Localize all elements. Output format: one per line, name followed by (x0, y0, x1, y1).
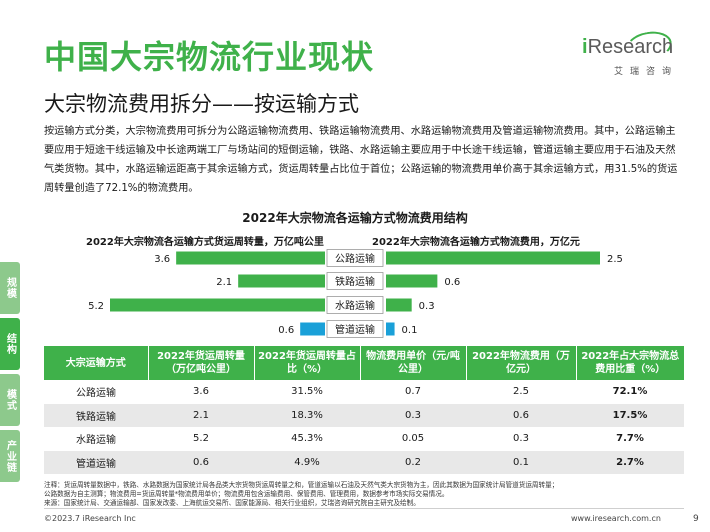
page-number: 9 (693, 514, 699, 524)
side-tab-structure[interactable]: 结构 (0, 318, 20, 370)
footer-website[interactable]: www.iresearch.com.cn (571, 514, 661, 523)
footer-divider (44, 508, 684, 509)
table-row: 管道运输 0.6 4.9% 0.2 0.1 2.7% (44, 450, 684, 474)
category-label-box (326, 272, 384, 290)
table-cell: 0.1 (466, 450, 576, 474)
left-bar (110, 298, 325, 312)
table-cell: 0.6 (466, 403, 576, 427)
note-line: 注释：货运周转量数据中，铁路、水路数据为国家统计局各品类大宗货物货运周转量之和，… (44, 481, 559, 489)
right-bar-value-label: 0.6 (444, 277, 460, 288)
table-cell: 72.1% (576, 380, 684, 404)
table-cell: 45.3% (254, 427, 360, 451)
table-cell: 0.05 (360, 427, 466, 451)
right-bar (386, 274, 438, 288)
table-header-row: 大宗运输方式 2022年货运周转量（万亿吨公里） 2022年货运周转量占比（%）… (44, 346, 684, 380)
table-row: 公路运输 3.6 31.5% 0.7 2.5 72.1% (44, 380, 684, 404)
table-cell: 17.5% (576, 403, 684, 427)
table-header: 大宗运输方式 (44, 346, 149, 380)
category-label: 铁路运输 (335, 275, 375, 288)
left-bar (300, 322, 325, 336)
right-bar (386, 322, 395, 336)
category-label: 公路运输 (335, 252, 375, 265)
right-bar-value-label: 0.1 (402, 325, 418, 336)
table-row: 铁路运输 2.1 18.3% 0.3 0.6 17.5% (44, 403, 684, 427)
table-header: 2022年货运周转量占比（%） (254, 346, 361, 380)
category-label-box (326, 320, 384, 338)
table-row: 水路运输 5.2 45.3% 0.05 0.3 7.7% (44, 427, 684, 451)
table-header: 2022年占大宗物流总费用比重（%） (576, 346, 684, 380)
data-table: 大宗运输方式 2022年货运周转量（万亿吨公里） 2022年货运周转量占比（%）… (44, 346, 684, 474)
logo-i-letter: i (582, 36, 588, 58)
intro-paragraph: 按运输方式分类，大宗物流费用可拆分为公路运输物流费用、铁路运输物流费用、水路运输… (44, 126, 678, 194)
left-bar-value-label: 5.2 (88, 301, 104, 312)
side-tab-industry-chain[interactable]: 产业链 (0, 430, 20, 482)
logo-text: iResearch (582, 36, 673, 59)
logo-cn-text: 艾瑞咨询 (614, 67, 679, 77)
table-cell: 18.3% (254, 403, 360, 427)
table-cell: 0.6 (148, 450, 254, 474)
right-panel-title: 2022年大宗物流各运输方式物流费用，万亿元 (372, 237, 580, 248)
left-bar (176, 251, 325, 265)
logo-text-rest: Research (587, 36, 674, 58)
left-panel-title: 2022年大宗物流各运输方式货运周转量，万亿吨公里 (86, 237, 324, 248)
table-cell: 5.2 (148, 427, 254, 451)
page-subtitle: 大宗物流费用拆分——按运输方式 (44, 92, 359, 116)
table-cell: 2.1 (148, 403, 254, 427)
category-label: 管道运输 (335, 323, 375, 336)
iresearch-logo: iResearch 艾瑞咨询 (582, 28, 684, 82)
table-cell: 0.7 (360, 380, 466, 404)
category-label: 水路运输 (335, 299, 375, 312)
right-bar (386, 298, 412, 312)
table-cell: 水路运输 (44, 427, 148, 451)
table-cell: 7.7% (576, 427, 684, 451)
table-cell: 管道运输 (44, 450, 148, 474)
side-tab-scale[interactable]: 规模 (0, 262, 20, 314)
table-cell: 2.7% (576, 450, 684, 474)
table-header: 2022年货运周转量（万亿吨公里） (148, 346, 255, 380)
footer-copyright: ©2023.7 iResearch Inc (44, 514, 136, 523)
table-cell: 3.6 (148, 380, 254, 404)
category-label-box (326, 296, 384, 314)
table-cell: 0.2 (360, 450, 466, 474)
table-cell: 31.5% (254, 380, 360, 404)
right-bar (386, 251, 600, 265)
notes: 注释：货运周转量数据中，铁路、水路数据为国家统计局各品类大宗货物货运周转量之和，… (44, 481, 694, 508)
table-cell: 0.3 (466, 427, 576, 451)
side-tab-model[interactable]: 模式 (0, 374, 20, 426)
left-bar-value-label: 2.1 (216, 277, 232, 288)
chart-title: 2022年大宗物流各运输方式物流费用结构 (242, 211, 468, 225)
left-bar-value-label: 3.6 (154, 254, 170, 265)
table-cell: 铁路运输 (44, 403, 148, 427)
table-cell: 4.9% (254, 450, 360, 474)
right-bar-value-label: 0.3 (419, 301, 435, 312)
table-cell: 2.5 (466, 380, 576, 404)
table-cell: 公路运输 (44, 380, 148, 404)
table-cell: 0.3 (360, 403, 466, 427)
right-bar-value-label: 2.5 (607, 254, 623, 265)
left-bar (238, 274, 325, 288)
page-title: 中国大宗物流行业现状 (44, 38, 375, 76)
note-line: 公路数据为自主测算；物流费用=货运周转量*物流费用单价；物流费用包含运输费用、保… (44, 490, 449, 498)
category-label-box (326, 249, 384, 267)
table-header: 2022年物流费用（万亿元） (466, 346, 577, 380)
left-bar-value-label: 0.6 (278, 325, 294, 336)
table-header: 物流费用单价（元/吨公里） (360, 346, 467, 380)
source-line: 来源：国家统计局、交通运输部、国家发改委、上海航运交易所、国家能源局、相关行业组… (44, 499, 420, 507)
